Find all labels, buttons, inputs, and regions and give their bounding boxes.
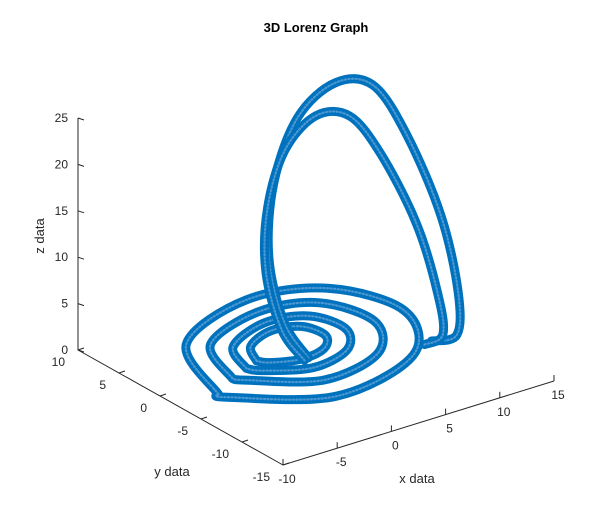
z-tick-label: 25	[55, 111, 69, 125]
y-tick-label: 10	[52, 355, 66, 369]
z-axis-label: z data	[32, 218, 47, 254]
trajectory-markers-3	[249, 325, 329, 364]
axis-lines	[77, 118, 555, 466]
z-tick-mark	[77, 349, 85, 353]
z-tick-mark	[77, 163, 85, 167]
z-tick-mark	[77, 256, 85, 260]
y-tick-label: -10	[212, 447, 230, 461]
y-tick-mark	[159, 393, 167, 397]
y-tick-label: -5	[177, 424, 188, 438]
chart-title: 3D Lorenz Graph	[264, 20, 369, 35]
trajectory-markers-2	[231, 314, 352, 372]
y-tick-mark	[77, 347, 85, 351]
y-tick-label: 5	[99, 378, 106, 392]
trajectory-markers-1	[208, 301, 385, 384]
z-tick-label: 10	[55, 250, 69, 264]
x-tick-label: 5	[446, 422, 453, 436]
y-tick-mark	[241, 439, 249, 443]
z-tick-label: 0	[61, 343, 68, 357]
z-tick-mark	[77, 303, 85, 307]
trajectory-markers-5	[263, 110, 445, 362]
x-tick-label: 10	[497, 405, 511, 419]
y-tick-label: 0	[140, 401, 147, 415]
trajectory-markers-0	[184, 286, 421, 401]
x-axis-label: x data	[399, 471, 435, 486]
y-tick-mark	[200, 416, 208, 420]
z-tick-label: 15	[55, 204, 69, 218]
z-tick-label: 20	[55, 157, 69, 171]
x-tick-label: -5	[336, 455, 347, 469]
x-tick-label: 15	[551, 388, 565, 402]
y-tick-mark	[118, 370, 126, 374]
x-tick-label: -10	[278, 472, 296, 486]
y-tick-label: -15	[253, 470, 271, 484]
y-axis-label: y data	[154, 464, 190, 479]
x-tick-label: 0	[392, 438, 399, 452]
trajectory	[181, 74, 465, 405]
z-tick-mark	[77, 117, 85, 121]
z-tick-mark	[77, 210, 85, 214]
z-tick-label: 5	[61, 297, 68, 311]
y-tick-mark	[282, 462, 290, 466]
